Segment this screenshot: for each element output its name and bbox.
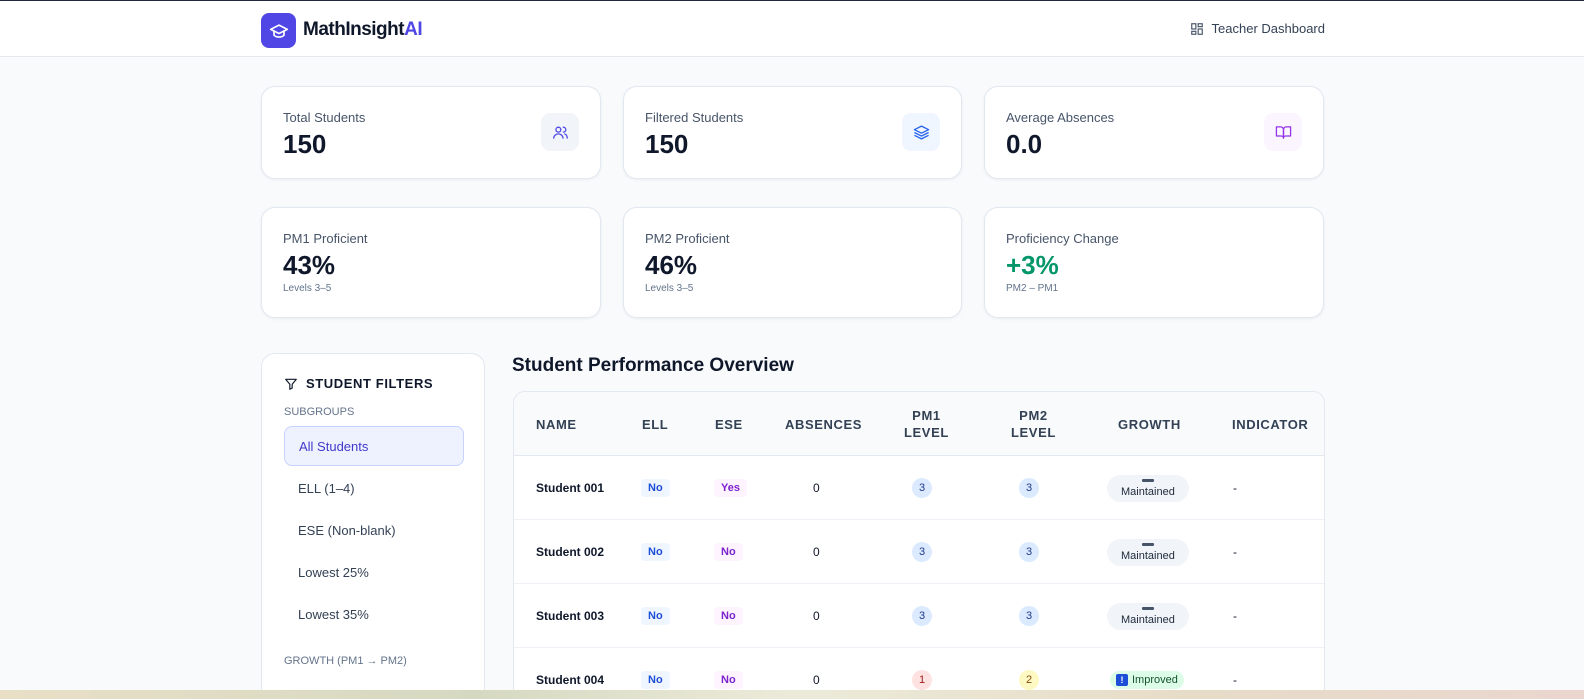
brand-name[interactable]: MathInsightAI (303, 19, 423, 41)
growth-filter-label: GROWTH (PM1 → PM2) (284, 655, 407, 667)
th-pm2-level[interactable]: PM2 LEVEL (1011, 408, 1056, 440)
teacher-dashboard-link[interactable]: Teacher Dashboard (1190, 21, 1325, 36)
minus-icon (1141, 606, 1154, 610)
card-subtext: Levels 3–5 (645, 283, 694, 294)
table-row[interactable]: Student 004 No No 0 1 2 ! Improved - (514, 648, 1324, 699)
pm1-level-badge: 1 (912, 670, 932, 690)
student-name: Student 004 (536, 673, 605, 687)
student-name: Student 001 (536, 481, 605, 495)
indicator-value: - (1233, 673, 1237, 687)
growth-label: Maintained (1121, 613, 1175, 626)
filter-ell[interactable]: ELL (1–4) (298, 480, 355, 496)
card-label: Proficiency Change (1006, 231, 1119, 246)
card-value: 150 (645, 129, 689, 159)
filter-ese[interactable]: ESE (Non-blank) (298, 522, 396, 538)
teacher-dashboard-label: Teacher Dashboard (1211, 21, 1325, 36)
brand-ai: AI (404, 19, 423, 40)
card-label: Total Students (283, 110, 366, 125)
th-absences[interactable]: ABSENCES (785, 416, 863, 432)
ese-badge: No (714, 607, 743, 625)
growth-label: Maintained (1121, 485, 1175, 498)
growth-label: Maintained (1121, 549, 1175, 562)
pm2-level-badge: 2 (1019, 670, 1039, 690)
filters-title-text: STUDENT FILTERS (306, 376, 434, 391)
absences-value: 0 (813, 673, 820, 687)
filter-lowest-35[interactable]: Lowest 35% (298, 606, 369, 622)
card-value: +3% (1006, 250, 1059, 280)
absences-value: 0 (813, 545, 820, 559)
student-name: Student 003 (536, 609, 605, 623)
th-ell[interactable]: ELL (642, 416, 669, 432)
top-navbar: MathInsightAI Teacher Dashboard (0, 0, 1584, 57)
pm1-level-badge: 3 (912, 478, 932, 498)
card-value: 0.0 (1006, 129, 1043, 159)
filtered-students-card: Filtered Students 150 (623, 86, 962, 179)
average-absences-card: Average Absences 0.0 (984, 86, 1324, 179)
filter-lowest-25[interactable]: Lowest 25% (298, 564, 369, 580)
subgroups-label: SUBGROUPS (284, 406, 355, 418)
filter-all-students[interactable]: All Students (284, 426, 464, 466)
th-indicator[interactable]: INDICATOR (1232, 416, 1309, 432)
ese-badge: No (714, 543, 743, 561)
card-value: 43% (283, 250, 336, 280)
pm2-level-badge: 3 (1019, 542, 1039, 562)
layers-icon (902, 113, 940, 151)
indicator-value: - (1233, 481, 1237, 495)
ell-badge: No (641, 607, 670, 625)
card-label: PM2 Proficient (645, 231, 730, 246)
ell-badge: No (641, 479, 670, 497)
ell-badge: No (641, 543, 670, 561)
table-row[interactable]: Student 002 No No 0 3 3 Maintained - (514, 520, 1324, 584)
exclamation-icon: ! (1116, 674, 1128, 686)
th-ese[interactable]: ESE (715, 416, 743, 432)
ese-badge: No (714, 671, 743, 689)
pm1-level-badge: 3 (912, 606, 932, 626)
absences-value: 0 (813, 481, 820, 495)
growth-badge: Maintained (1107, 474, 1189, 502)
card-subtext: Levels 3–5 (283, 283, 332, 294)
table-title: Student Performance Overview (512, 355, 794, 376)
card-label: Average Absences (1006, 110, 1115, 125)
book-open-icon (1264, 113, 1302, 151)
growth-badge: Maintained (1107, 538, 1189, 566)
pm1-proficient-card: PM1 Proficient 43% Levels 3–5 (261, 207, 601, 318)
student-name: Student 002 (536, 545, 605, 559)
dashboard-grid-icon (1190, 22, 1203, 35)
indicator-value: - (1233, 609, 1237, 623)
proficiency-change-card: Proficiency Change +3% PM2 – PM1 (984, 207, 1324, 318)
card-label: PM1 Proficient (283, 231, 368, 246)
growth-label: Improved (1132, 674, 1178, 686)
student-filters-panel: STUDENT FILTERS SUBGROUPS All Students E… (261, 353, 485, 699)
th-name[interactable]: NAME (536, 416, 577, 432)
filters-title: STUDENT FILTERS (284, 376, 433, 391)
card-label: Filtered Students (645, 110, 744, 125)
card-subtext: PM2 – PM1 (1006, 283, 1059, 294)
card-value: 46% (645, 250, 698, 280)
pm2-level-badge: 3 (1019, 478, 1039, 498)
absences-value: 0 (813, 609, 820, 623)
ell-badge: No (641, 671, 670, 689)
th-growth[interactable]: GROWTH (1118, 416, 1181, 432)
growth-badge: Maintained (1107, 602, 1189, 630)
minus-icon (1141, 542, 1154, 546)
table-row[interactable]: Student 001 No Yes 0 3 3 Maintained - (514, 456, 1324, 520)
total-students-card: Total Students 150 (261, 86, 601, 179)
student-performance-table: NAME ELL ESE ABSENCES PM1 LEVEL PM2 LEVE… (513, 391, 1325, 699)
filter-icon (285, 378, 297, 390)
ese-badge: Yes (714, 479, 747, 497)
pm2-proficient-card: PM2 Proficient 46% Levels 3–5 (623, 207, 962, 318)
table-header: NAME ELL ESE ABSENCES PM1 LEVEL PM2 LEVE… (514, 392, 1324, 456)
indicator-value: - (1233, 545, 1237, 559)
card-value: 150 (283, 129, 327, 159)
graduation-cap-logo-icon[interactable] (261, 13, 296, 48)
growth-badge: ! Improved (1110, 671, 1184, 689)
os-taskbar (0, 690, 1584, 699)
pm2-level-badge: 3 (1019, 606, 1039, 626)
table-row[interactable]: Student 003 No No 0 3 3 Maintained - (514, 584, 1324, 648)
th-pm1-level[interactable]: PM1 LEVEL (904, 408, 949, 440)
pm1-level-badge: 3 (912, 542, 932, 562)
minus-icon (1141, 478, 1154, 482)
brand-main: MathInsight (303, 19, 405, 40)
users-icon (541, 113, 579, 151)
